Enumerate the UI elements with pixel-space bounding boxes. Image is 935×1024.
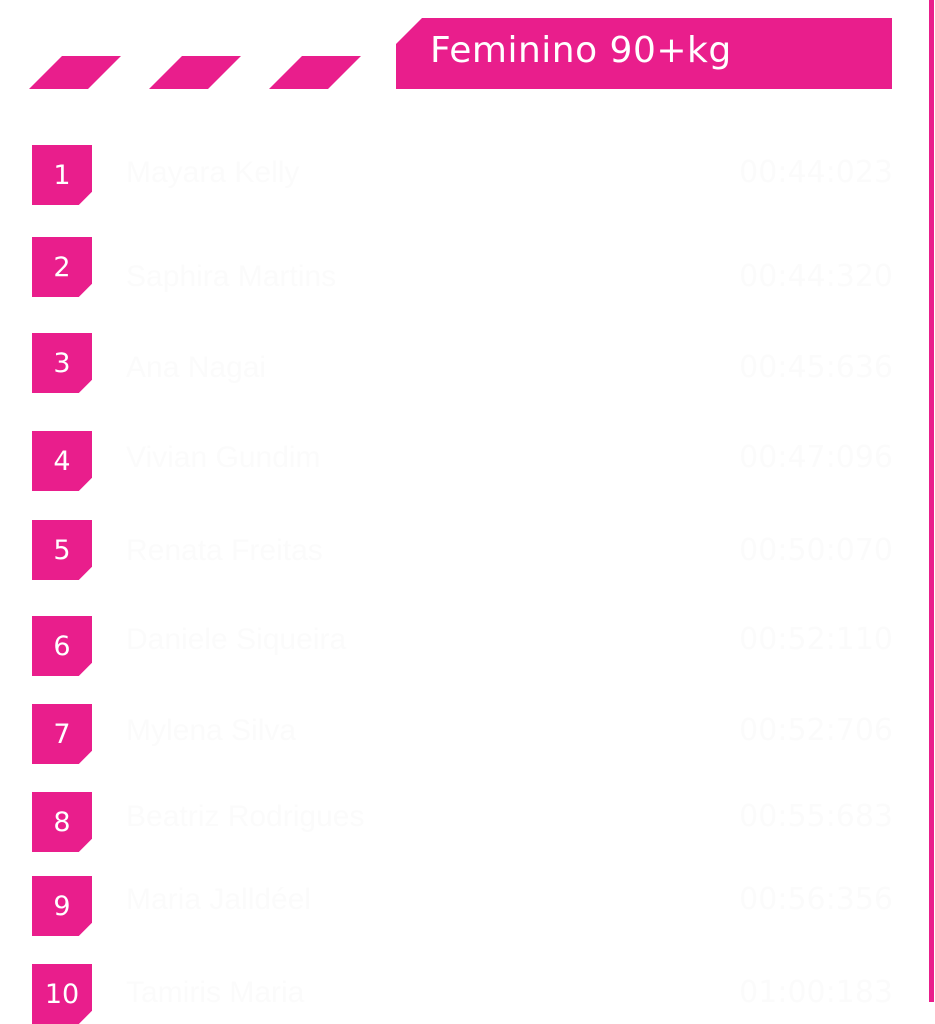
position-badge: 7 xyxy=(32,704,92,764)
position-badge: 2 xyxy=(32,237,92,297)
position-badge: 5 xyxy=(32,520,92,580)
athlete-name: Saphira Martins xyxy=(126,260,337,293)
decorative-slash xyxy=(29,56,121,89)
athlete-name: Mayara Kelly xyxy=(126,156,300,189)
athlete-time: 00:52:110 xyxy=(739,622,893,657)
athlete-name: Renata Freitas xyxy=(126,534,323,567)
position-badge: 8 xyxy=(32,792,92,852)
athlete-time: 00:55:683 xyxy=(739,799,893,834)
decorative-slash xyxy=(269,56,361,89)
athlete-time: 00:56:356 xyxy=(739,882,893,917)
position-badge: 3 xyxy=(32,333,92,393)
decorative-slash xyxy=(149,56,241,89)
athlete-time: 00:50:070 xyxy=(739,533,893,568)
position-badge: 6 xyxy=(32,616,92,676)
athlete-name: Beatriz Rodrigues xyxy=(126,800,365,833)
athlete-time: 00:45:636 xyxy=(739,350,893,385)
category-title: Feminino 90+kg xyxy=(430,30,732,71)
athlete-time: 00:44:023 xyxy=(739,155,893,190)
divider-line xyxy=(929,0,934,1002)
category-header: Feminino 90+kg xyxy=(396,18,892,89)
athlete-name: Tamiris Maria xyxy=(126,976,305,1009)
position-badge: 4 xyxy=(32,431,92,491)
athlete-name: Daniele Siqueira xyxy=(126,623,347,656)
position-badge: 9 xyxy=(32,876,92,936)
athlete-name: Vivian Gundim xyxy=(126,441,321,474)
athlete-time: 00:44:320 xyxy=(739,259,893,294)
athlete-time: 00:47:096 xyxy=(739,440,893,475)
position-badge: 10 xyxy=(32,964,92,1024)
athlete-name: Ana Nagai xyxy=(126,351,267,384)
athlete-name: Maria Jalldéel xyxy=(126,883,312,916)
athlete-time: 00:52:706 xyxy=(739,713,893,748)
position-badge: 1 xyxy=(32,145,92,205)
athlete-time: 01:00:183 xyxy=(739,975,893,1010)
athlete-name: Mylena Silva xyxy=(126,714,297,747)
